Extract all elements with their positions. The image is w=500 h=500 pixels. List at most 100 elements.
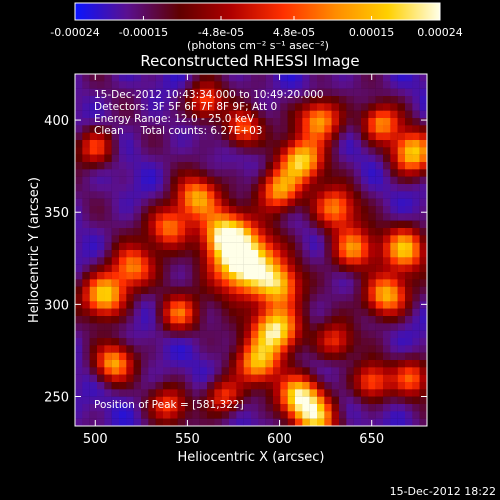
heatmap-cell (258, 220, 266, 229)
heatmap-cell (324, 242, 332, 251)
heatmap-cell (229, 316, 237, 324)
heatmap-cell (185, 257, 193, 265)
heatmap-cell (412, 242, 420, 251)
heatmap-cell (353, 352, 362, 361)
heatmap-cell (97, 162, 105, 170)
heatmap-cell (82, 198, 90, 207)
heatmap-cell (361, 103, 369, 111)
heatmap-cell (170, 132, 178, 141)
heatmap-cell (229, 96, 237, 104)
heatmap-cell (361, 279, 369, 287)
heatmap-cell (419, 125, 427, 133)
heatmap-cell (221, 286, 230, 295)
heatmap-cell (273, 286, 281, 295)
heatmap-cell (273, 308, 281, 317)
heatmap-cell (397, 382, 406, 390)
heatmap-cell (192, 264, 200, 273)
heatmap-cell (75, 140, 83, 148)
heatmap-cell (390, 404, 398, 412)
heatmap-cell (221, 162, 230, 170)
heatmap-cell (177, 110, 186, 119)
heatmap-cell (251, 220, 259, 229)
heatmap-cell (397, 140, 406, 148)
heatmap-cell (192, 360, 200, 368)
heatmap-cell (287, 345, 296, 353)
heatmap-cell (133, 374, 142, 383)
heatmap-cell (287, 191, 296, 199)
x-axis-label: Heliocentric X (arcsec) (178, 450, 325, 465)
heatmap-cell (368, 81, 376, 89)
heatmap-cell (339, 191, 347, 199)
heatmap-cell (273, 198, 281, 207)
heatmap-cell (236, 330, 244, 339)
heatmap-cell (309, 286, 318, 295)
heatmap-cell (89, 176, 98, 185)
heatmap-cell (192, 294, 200, 302)
heatmap-cell (324, 279, 332, 287)
heatmap-cell (236, 162, 244, 170)
heatmap-cell (170, 110, 178, 119)
heatmap-cell (119, 235, 127, 243)
heatmap-cell (383, 360, 391, 368)
heatmap-cell (295, 418, 303, 426)
heatmap-cell (412, 228, 420, 236)
heatmap-cell (207, 345, 215, 353)
heatmap-cell (258, 147, 266, 155)
heatmap-cell (258, 330, 266, 339)
heatmap-cell (397, 176, 406, 185)
heatmap-cell (75, 264, 83, 273)
heatmap-cell (280, 132, 288, 141)
heatmap-cell (185, 279, 193, 287)
heatmap-cell (214, 338, 222, 346)
heatmap-cell (375, 140, 384, 148)
heatmap-cell (126, 308, 134, 317)
heatmap-cell (390, 118, 398, 126)
heatmap-cell (419, 96, 427, 104)
heatmap-cell (390, 132, 398, 141)
heatmap-cell (317, 140, 325, 148)
heatmap-cell (214, 154, 222, 163)
heatmap-cell (339, 272, 347, 280)
heatmap-cell (199, 382, 208, 390)
heatmap-cell (258, 286, 266, 295)
heatmap-cell (199, 338, 208, 346)
heatmap-cell (199, 279, 208, 287)
heatmap-cell (111, 316, 120, 324)
heatmap-cell (317, 330, 325, 339)
heatmap-cell (353, 169, 362, 177)
heatmap-cell (119, 279, 127, 287)
heatmap-cell (104, 272, 112, 280)
heatmap-cell (346, 257, 354, 265)
colorbar-ticks: -0.00024 -0.00015 -4.8e-05 4.8e-05 0.00015 0.… (50, 16, 463, 39)
heatmap-cell (287, 118, 296, 126)
y-tick-label: 300 (44, 298, 69, 313)
heatmap-cell (295, 74, 303, 82)
heatmap-cell (317, 213, 325, 221)
heatmap-cell (346, 81, 354, 89)
heatmap-cell (317, 345, 325, 353)
heatmap-cell (251, 374, 259, 383)
heatmap-cell (185, 96, 193, 104)
heatmap-cell (368, 279, 376, 287)
heatmap-cell (324, 264, 332, 273)
heatmap-cell (280, 367, 288, 375)
heatmap-cell (148, 308, 156, 317)
heatmap-cell (265, 206, 274, 214)
heatmap-cell (324, 286, 332, 295)
heatmap-cell (148, 169, 156, 177)
heatmap-cell (331, 367, 340, 375)
heatmap-cell (243, 316, 252, 324)
heatmap-cell (302, 162, 310, 170)
heatmap-cell (104, 213, 112, 221)
heatmap-cell (236, 242, 244, 251)
heatmap-cell (177, 96, 186, 104)
heatmap-cell (331, 110, 340, 119)
heatmap-cell (199, 360, 208, 368)
heatmap-cell (243, 162, 252, 170)
heatmap-cell (141, 110, 149, 119)
heatmap-cell (346, 235, 354, 243)
heatmap-cell (126, 228, 134, 236)
heatmap-cell (287, 301, 296, 309)
heatmap-cell (221, 191, 230, 199)
heatmap-cell (339, 279, 347, 287)
